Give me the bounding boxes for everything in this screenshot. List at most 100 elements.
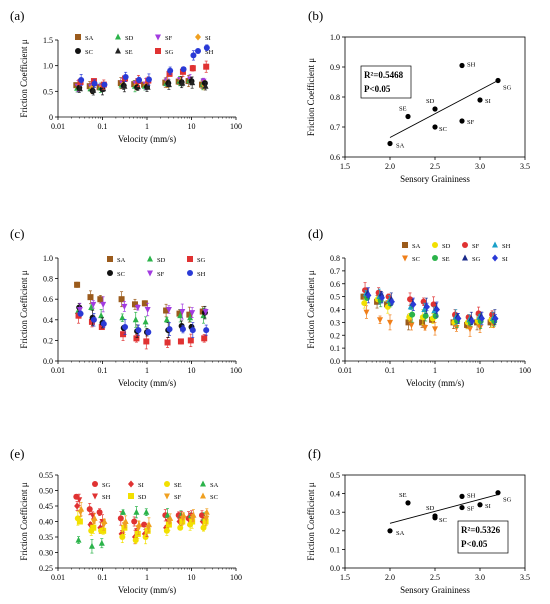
data-point (163, 307, 170, 314)
point-label: SD (426, 98, 435, 105)
point-label: SF (467, 119, 475, 126)
data-point (136, 521, 143, 528)
x-tick-label: 1 (145, 122, 149, 131)
panel-f: (f) 1.5 2.0 2.5 3.0 3.5 0.0 0.1 0.2 0.3 0.4 0.5 Sens… (306, 446, 530, 595)
y-tick-label: 0.1 (330, 344, 340, 353)
data-point (101, 81, 108, 88)
series-si (365, 287, 499, 326)
data-point (122, 73, 129, 80)
data-point (467, 326, 474, 333)
legend-label: SG (165, 49, 174, 56)
data-point (86, 506, 93, 513)
data-point (387, 319, 393, 326)
panel-c: (c) 0.01 0.1 1 10 100 0.0 0.2 0.4 0.6 0.8 1.0 Veloci… (10, 226, 242, 388)
data-point (202, 518, 209, 525)
data-point (419, 319, 426, 326)
y-axis-label: Friction Coefficient μ (306, 482, 316, 560)
legend-label: SI (502, 256, 508, 263)
data-point (432, 326, 438, 333)
data-point (90, 86, 97, 93)
y-axis-label: Friction Coefficient μ (306, 270, 316, 348)
legend-item: SF (462, 242, 480, 250)
y-axis-label: Friction Coefficient μ (19, 39, 29, 117)
legend-label: SI (138, 482, 144, 489)
data-point (410, 300, 417, 308)
legend-item: SG (92, 481, 111, 489)
data-point (177, 338, 184, 345)
data-point (144, 527, 151, 534)
legend-item: SE (164, 481, 182, 489)
point-label: SA (396, 143, 405, 150)
data-point (76, 307, 83, 313)
panel-label: (b) (308, 8, 323, 23)
data-point (166, 70, 173, 77)
data-point (121, 82, 128, 89)
legend-label: SH (197, 271, 206, 278)
data-point (143, 338, 150, 345)
legend-marker (147, 255, 153, 262)
data-point (90, 301, 97, 308)
data-point (141, 521, 148, 528)
legend-item: SA (402, 242, 421, 250)
point-label: SE (399, 106, 407, 113)
y-tick-label: 0.2 (330, 527, 340, 536)
data-point (132, 316, 139, 323)
data-point (142, 318, 149, 325)
data-point (131, 518, 138, 525)
legend-label: SD (442, 243, 451, 250)
panel-label: (c) (10, 226, 24, 241)
data-point (203, 63, 210, 70)
legend-label: SA (412, 243, 421, 250)
y-tick-label: 0.1 (330, 545, 340, 554)
data-point (120, 331, 127, 338)
r2-annotation: R²=0.5468 (364, 70, 404, 80)
data-point (187, 314, 194, 321)
data-point (164, 511, 171, 518)
data-point (409, 311, 416, 318)
x-tick-label: 0.1 (385, 366, 395, 375)
y-tick-label: 0.4 (330, 306, 340, 315)
data-point (187, 337, 194, 344)
data-point (363, 309, 370, 316)
data-point (122, 324, 129, 331)
legend-marker (128, 493, 134, 499)
data-point (432, 106, 438, 112)
legend-marker (402, 242, 408, 248)
data-point (378, 290, 385, 297)
x-tick-label: 100 (230, 573, 242, 582)
point-label: SG (503, 497, 512, 504)
legend-marker (164, 493, 170, 500)
legend-marker (92, 493, 98, 500)
data-point (201, 335, 208, 342)
y-tick-label: 0.3 (330, 508, 340, 517)
data-point (433, 306, 440, 313)
data-point (423, 303, 430, 311)
legend-marker (147, 270, 153, 277)
point-label: SA (396, 530, 405, 537)
data-point (136, 77, 143, 84)
data-point (388, 298, 395, 306)
data-point (131, 81, 138, 88)
legend-marker (75, 34, 81, 40)
data-point (89, 512, 96, 519)
data-point (477, 97, 483, 103)
data-point (165, 521, 172, 528)
y-tick-label: 0.55 (39, 471, 53, 480)
x-axis-label: Sensory Graininess (400, 174, 470, 184)
data-point (190, 52, 197, 59)
legend-label: SG (197, 257, 206, 264)
data-point (165, 81, 172, 88)
x-axis-label: Velocity (mm/s) (406, 378, 464, 388)
data-point (432, 312, 439, 319)
data-point (141, 300, 148, 307)
series-sc (78, 501, 210, 532)
data-point (135, 327, 142, 334)
data-point (422, 325, 429, 332)
legend-item: SH (195, 48, 214, 56)
data-point (190, 511, 197, 518)
x-tick-label: 0.1 (98, 573, 108, 582)
data-point (459, 504, 465, 511)
data-point (180, 511, 187, 518)
data-point (432, 124, 438, 130)
